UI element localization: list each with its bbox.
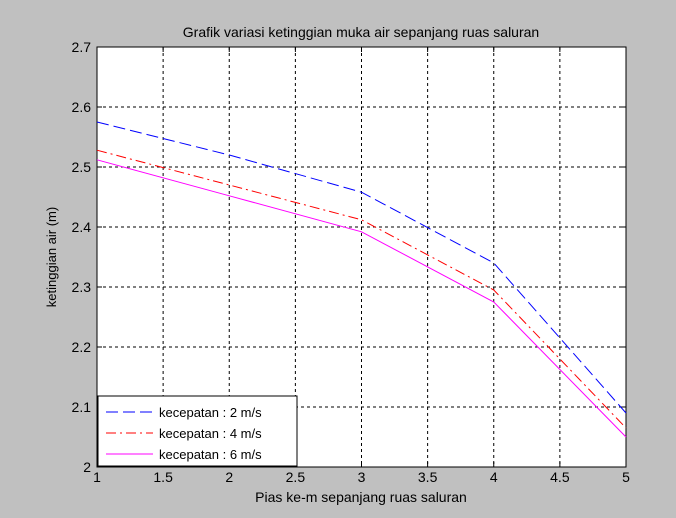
x-tick-label: 5 (622, 469, 630, 485)
legend: kecepatan : 2 m/s kecepatan : 4 m/s kece… (97, 395, 298, 467)
x-tick-label: 4 (490, 469, 498, 485)
series-line-1 (96, 121, 627, 414)
x-tick-label: 3.5 (418, 469, 438, 485)
series-lines (96, 121, 627, 438)
legend-label-series-3: kecepatan : 6 m/s (159, 447, 262, 462)
series-line-3 (96, 159, 627, 438)
chart-title: Grafik variasi ketinggian muka air sepan… (183, 24, 539, 40)
x-tick-label: 1.5 (153, 469, 173, 485)
series-line-2 (96, 149, 627, 429)
y-tick-label: 2.2 (72, 339, 92, 355)
x-tick-label: 1 (93, 469, 101, 485)
y-tick-label: 2 (83, 459, 91, 475)
x-tick-label: 3 (358, 469, 366, 485)
x-axis-label: Pias ke-m sepanjang ruas saluran (255, 489, 467, 505)
x-tick-label: 2 (225, 469, 233, 485)
x-tick-label: 4.5 (550, 469, 570, 485)
y-tick-label: 2.4 (72, 219, 92, 235)
y-tick-label: 2.3 (72, 279, 92, 295)
y-tick-label: 2.1 (72, 399, 92, 415)
axis-ticks: 1 1.5 2 2.5 3 3.5 4 4.5 5 2 2.1 2.2 2.3 2.4 2.5 2.6 2.7 (72, 39, 631, 485)
y-tick-label: 2.6 (72, 99, 92, 115)
y-axis-label: ketinggian air (m) (44, 207, 59, 307)
legend-label-series-2: kecepatan : 4 m/s (159, 426, 262, 441)
y-tick-label: 2.7 (72, 39, 92, 55)
legend-label-series-1: kecepatan : 2 m/s (159, 405, 262, 420)
y-tick-label: 2.5 (72, 159, 92, 175)
x-tick-label: 2.5 (286, 469, 306, 485)
